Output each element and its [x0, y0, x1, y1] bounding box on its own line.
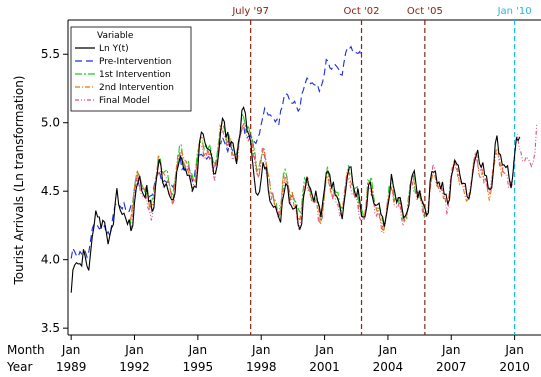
legend-title: Variable	[97, 31, 134, 41]
legend-label: 2nd Intervention	[99, 83, 174, 93]
y-tick-label: 3.5	[41, 321, 60, 335]
series-1st-intervention	[129, 113, 427, 226]
x-tick-label-year: 1989	[56, 360, 87, 374]
intervention-label: Jan '10	[497, 6, 532, 17]
legend-label: 1st Intervention	[99, 70, 171, 80]
y-tick-label: 4.0	[41, 253, 60, 267]
y-tick-label: 5.5	[41, 47, 60, 61]
plot-frame	[67, 19, 541, 336]
intervention-label: Oct '02	[344, 6, 380, 17]
legend-label: Final Model	[99, 96, 150, 106]
series-final-model	[129, 119, 538, 233]
x-tick-label-month: Jan	[251, 343, 271, 357]
x-tick-label-month: Jan	[441, 343, 461, 357]
y-tick-label: 4.5	[41, 184, 60, 198]
x-tick-label-year: 2007	[436, 360, 467, 374]
x-tick-label-month: Jan	[314, 343, 334, 357]
x-tick-label-year: 1998	[246, 360, 277, 374]
intervention-lines: July '97 Oct '02 Oct '05 Jan '10	[231, 6, 532, 335]
legend-label: Pre-Intervention	[99, 57, 172, 67]
legend-box	[70, 26, 192, 112]
x-tick-label-year: 1995	[183, 360, 214, 374]
axes: 3.5 4.0 4.5 5.0 5.5 Jan 1989 Jan 1992 Jan 1995 Jan 1…	[41, 47, 530, 374]
y-axis-title: Tourist Arrivals (Ln transformation)	[12, 76, 26, 286]
y-tick-label: 5.0	[41, 116, 60, 130]
x-tick-label-month: Jan	[124, 343, 144, 357]
legend: Variable Ln Y(t) Pre-Intervention 1st Inter…	[70, 26, 192, 112]
x-axis-title-month: Month	[7, 343, 45, 357]
legend-label: Ln Y(t)	[99, 44, 129, 54]
series-2nd-intervention	[129, 122, 504, 234]
x-tick-label-year: 2004	[373, 360, 404, 374]
x-tick-label-month: Jan	[504, 343, 524, 357]
intervention-label: Oct '05	[407, 6, 443, 17]
x-tick-label-year: 2010	[499, 360, 530, 374]
x-tick-label-month: Jan	[188, 343, 208, 357]
intervention-label: July '97	[231, 6, 269, 17]
x-tick-label-month: Jan	[61, 343, 81, 357]
x-tick-label-year: 2001	[309, 360, 340, 374]
x-axis-title-year: Year	[6, 360, 32, 374]
x-tick-label-month: Jan	[378, 343, 398, 357]
series-lines	[70, 45, 538, 293]
series-observed	[70, 106, 521, 293]
x-tick-label-year: 1992	[119, 360, 150, 374]
